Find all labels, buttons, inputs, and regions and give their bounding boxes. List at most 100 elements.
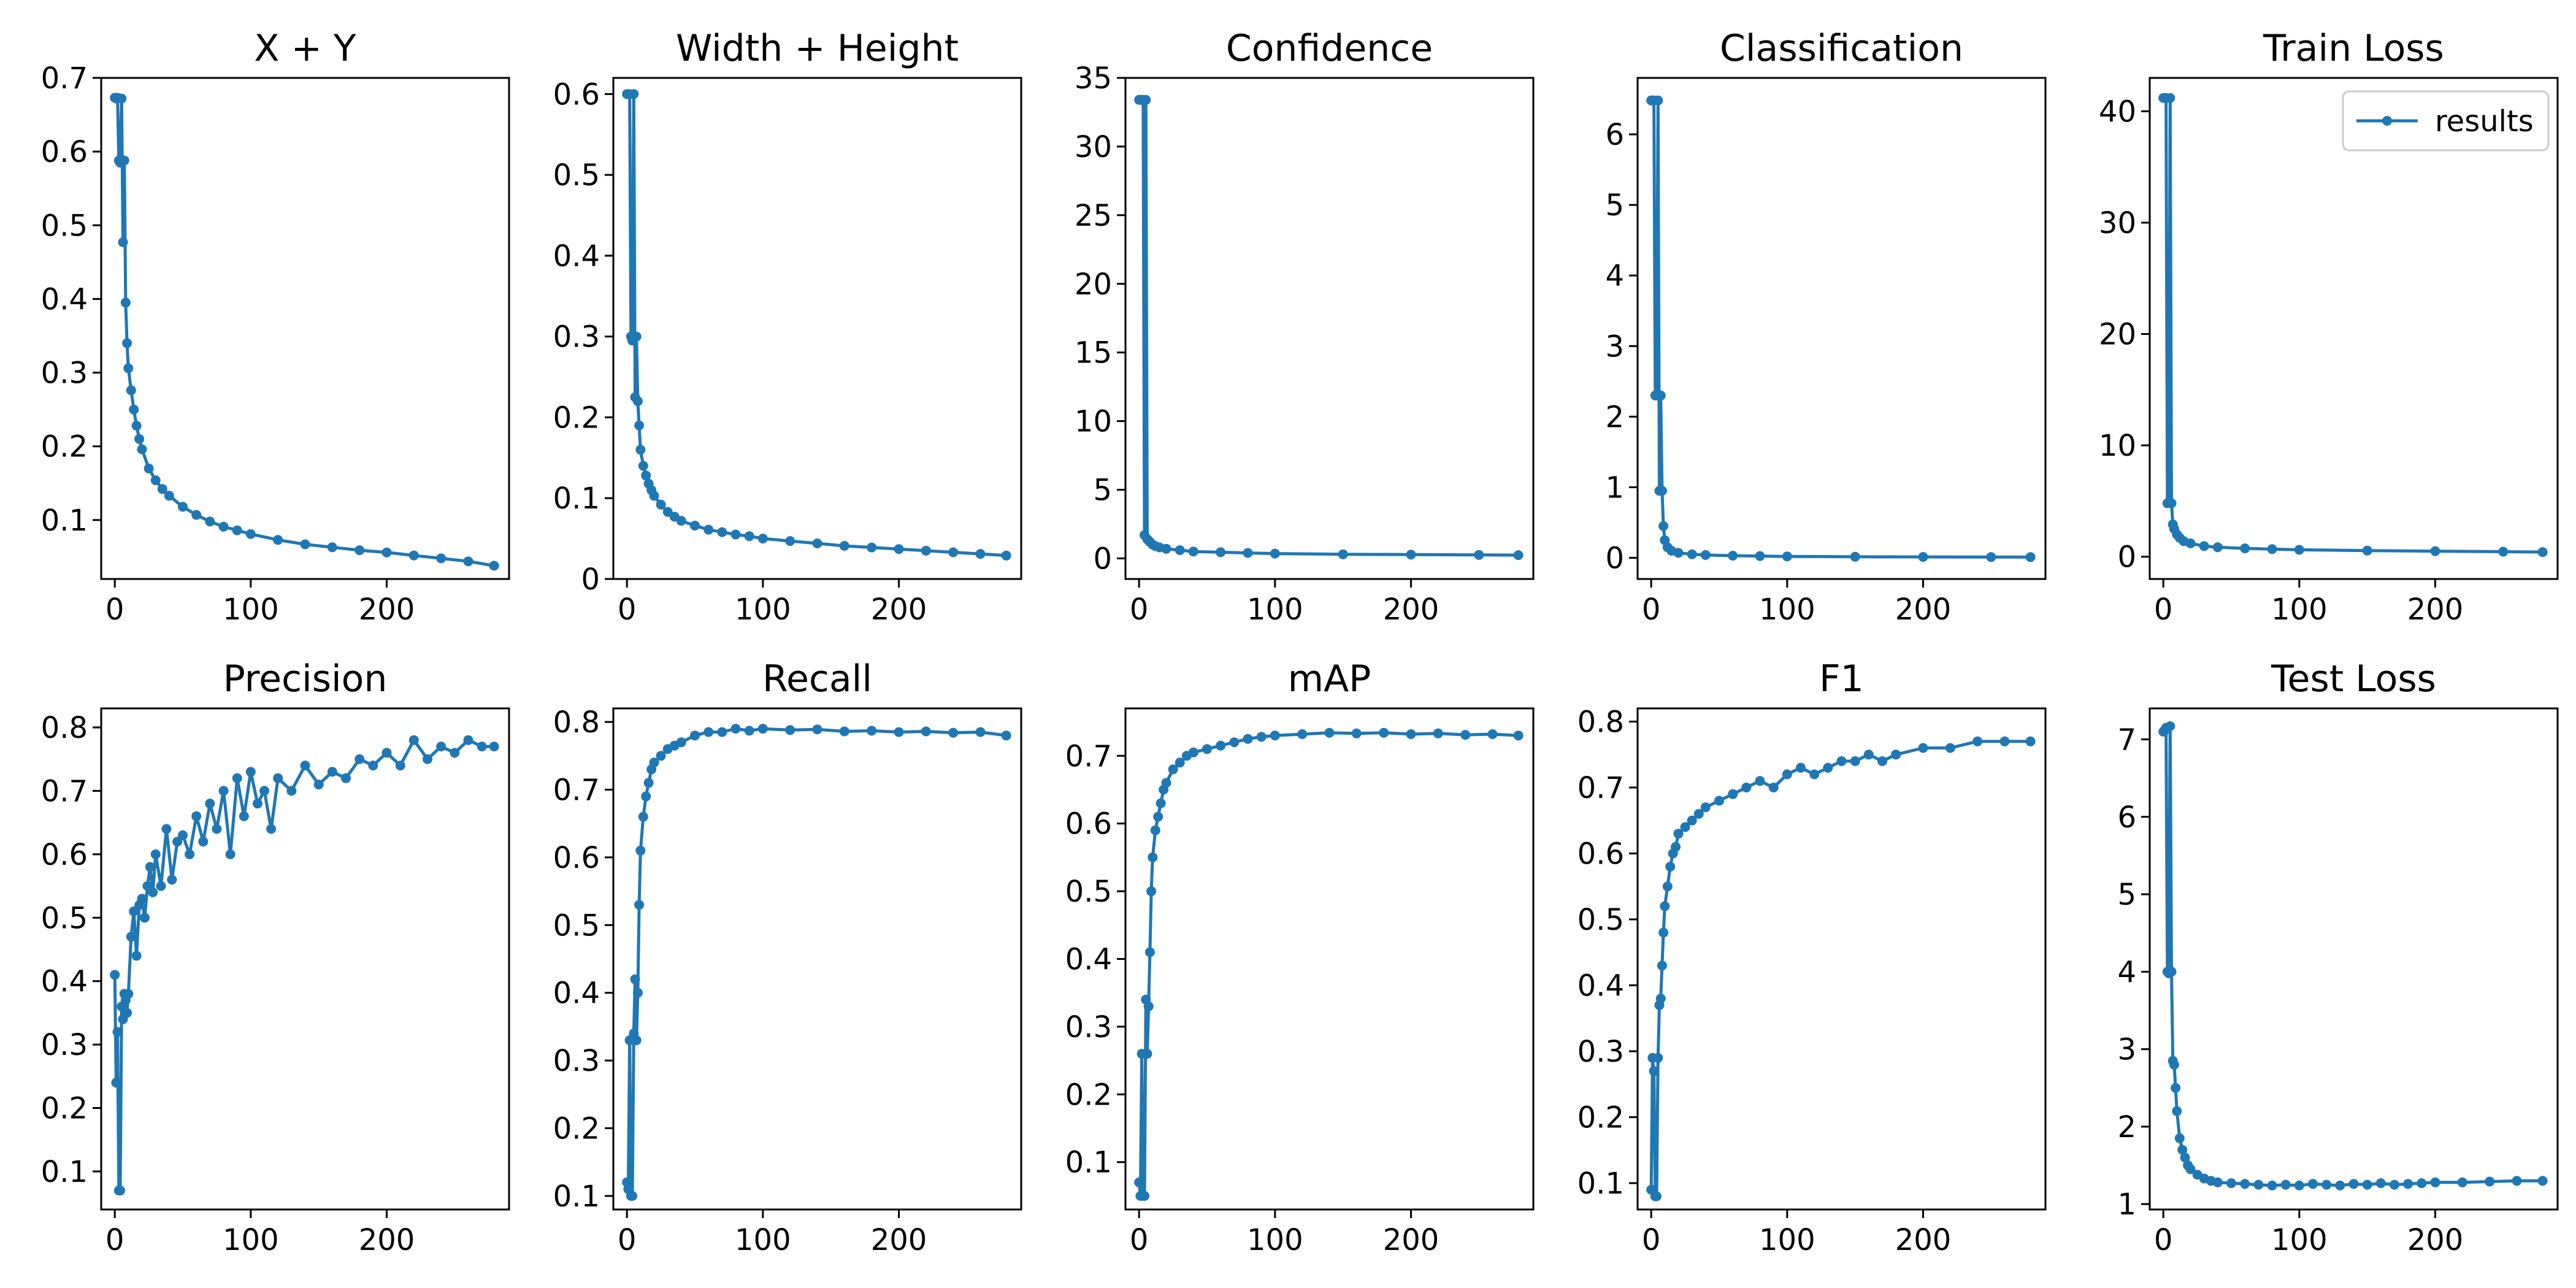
y-tick-label: 0.3 (41, 356, 88, 391)
data-point (178, 502, 188, 512)
data-point (137, 894, 147, 904)
data-point (921, 726, 931, 737)
y-tick-label: 0.7 (41, 774, 88, 808)
data-point (131, 421, 142, 431)
data-point (1863, 749, 1874, 760)
y-tick-label: 0.5 (553, 158, 600, 193)
data-point (1513, 730, 1524, 741)
panel-5: Train Loss 0 100 200 0 10 20 30 40 (2099, 27, 2559, 627)
data-point (300, 539, 310, 550)
data-point (812, 724, 822, 735)
data-point (252, 799, 263, 809)
data-point (1161, 543, 1171, 554)
data-point (2375, 1178, 2386, 1189)
plot-frame (2149, 707, 2559, 1211)
data-point (1270, 730, 1280, 741)
data-point (286, 786, 297, 796)
data-point (118, 237, 128, 247)
data-point (2267, 544, 2277, 554)
data-point (120, 297, 131, 308)
data-point (631, 1035, 642, 1045)
y-tick-label: 5 (1093, 473, 1112, 508)
y-tick-label: 25 (1075, 199, 1112, 233)
data-point (1474, 550, 1484, 560)
data-point (629, 89, 639, 99)
data-point (785, 536, 795, 546)
data-point (198, 837, 209, 847)
data-point (1148, 852, 1158, 862)
chart-title: Confidence (1226, 27, 1433, 70)
data-point (1146, 886, 1157, 897)
data-point (894, 727, 904, 737)
y-tick-label: 6 (1605, 118, 1624, 152)
data-point (757, 534, 768, 544)
data-point (115, 1186, 125, 1195)
data-point (1999, 736, 2010, 746)
legend-marker (2382, 116, 2392, 126)
x-tick-label: 100 (223, 1223, 279, 1257)
data-point (1142, 1049, 1152, 1059)
data-point (690, 521, 700, 531)
legend: results (2342, 90, 2550, 151)
data-point (395, 761, 405, 771)
data-point (1658, 521, 1669, 531)
data-point (423, 754, 432, 764)
y-tick-label: 0.4 (1577, 969, 1624, 1003)
data-point (2185, 538, 2196, 548)
data-point (368, 761, 378, 771)
data-point (1216, 547, 1226, 558)
y-tick-label: 0.6 (41, 135, 88, 169)
data-point (2169, 1059, 2179, 1070)
data-point (2294, 545, 2304, 555)
data-point (635, 845, 646, 856)
y-tick-label: 0.2 (1065, 1078, 1112, 1112)
y-tick-label: 0.6 (553, 77, 600, 112)
data-point (1229, 737, 1240, 748)
data-point (690, 730, 700, 741)
x-tick-label: 200 (1895, 592, 1952, 627)
x-tick-label: 200 (871, 1223, 927, 1257)
y-tick-label: 2 (1605, 400, 1624, 434)
data-point (239, 811, 249, 821)
series-line (2162, 724, 2543, 1187)
data-point (1243, 734, 1253, 744)
data-point (123, 363, 134, 374)
y-tick-label: 0.6 (41, 838, 88, 872)
y-tick-label: 6 (2117, 800, 2136, 835)
data-point (1945, 743, 1955, 753)
chart-title: Precision (223, 657, 388, 700)
data-point (489, 561, 499, 571)
y-tick-label: 0.6 (553, 841, 600, 875)
data-point (1687, 815, 1697, 826)
panel-6: Precision 0 100 200 0.1 0.2 0.3 0.4 0.5 0.6 0.7 0.8 (41, 657, 510, 1257)
data-point (867, 726, 877, 736)
data-point (164, 491, 174, 501)
y-tick-label: 0 (1093, 542, 1112, 576)
x-tick-label: 200 (871, 592, 927, 627)
data-point (2165, 721, 2175, 731)
y-tick-label: 0.7 (1577, 771, 1624, 805)
x-tick-label: 0 (2154, 1223, 2173, 1257)
data-point (122, 338, 132, 348)
data-point (489, 742, 499, 752)
y-tick-label: 35 (1075, 61, 1112, 96)
data-point (2267, 1180, 2277, 1190)
data-point (1755, 551, 1765, 561)
x-tick-label: 100 (1247, 1223, 1303, 1257)
plot-frame (612, 77, 1022, 580)
x-tick-label: 0 (2154, 592, 2173, 627)
data-point (327, 767, 337, 777)
x-tick-label: 0 (1130, 592, 1149, 627)
x-tick-label: 200 (2407, 592, 2464, 627)
data-point (1433, 728, 1443, 738)
y-tick-label: 0.1 (553, 1179, 600, 1214)
data-point (2166, 498, 2177, 508)
data-point (148, 887, 158, 897)
data-point (1850, 756, 1860, 766)
chart-title: F1 (1819, 657, 1864, 700)
data-point (656, 751, 666, 761)
x-tick-label: 200 (359, 1223, 415, 1257)
data-point (1836, 756, 1847, 766)
chart-title: X + Y (254, 27, 356, 70)
